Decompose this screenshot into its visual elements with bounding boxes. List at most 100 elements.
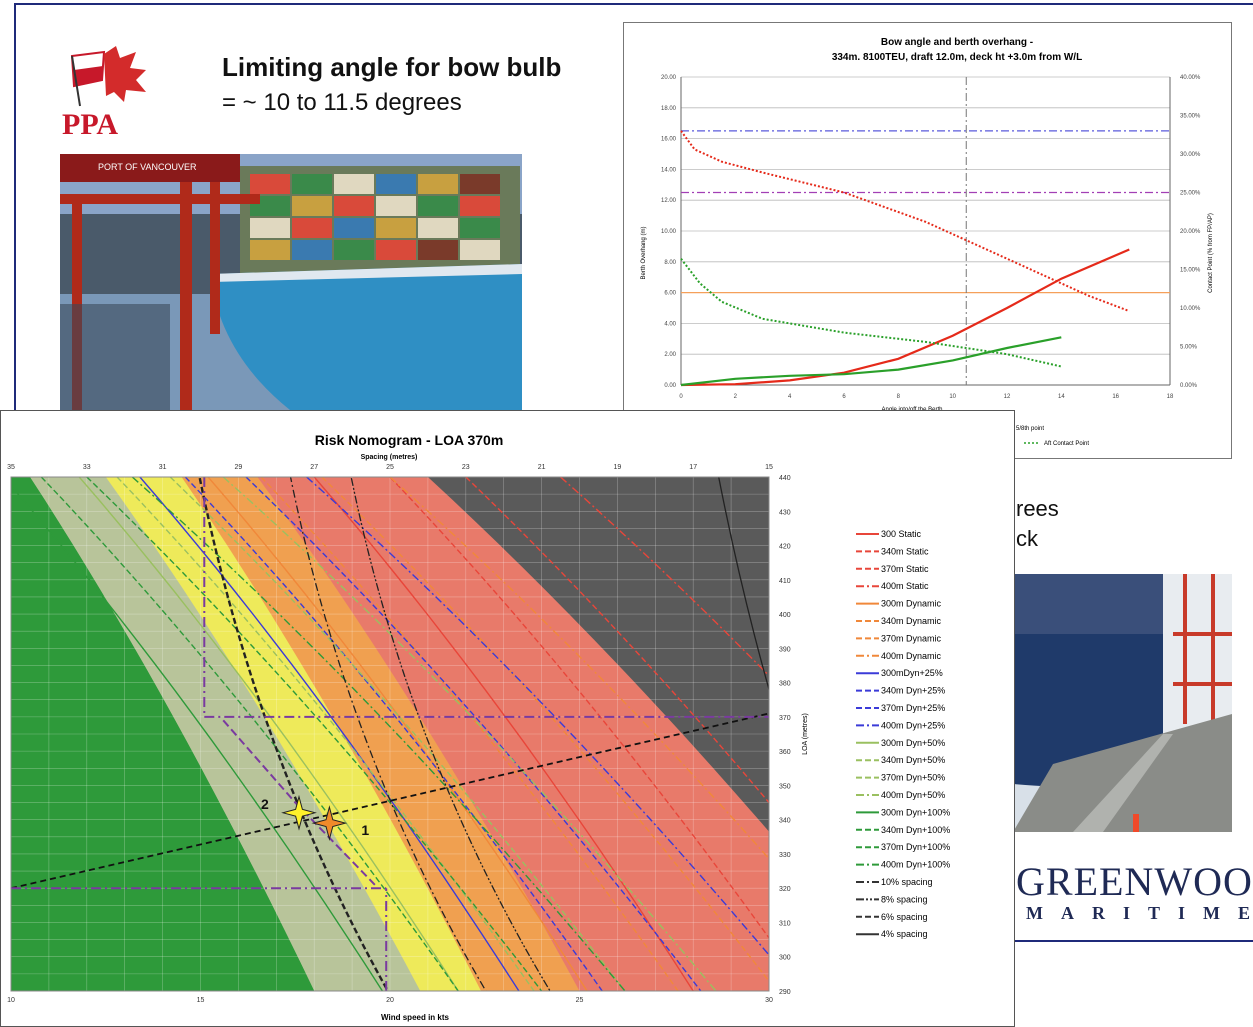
chart2-curve-13: [116, 477, 535, 991]
chart1-ytick: 4.00: [664, 321, 676, 327]
chart1-ytick: 0.00: [664, 383, 676, 389]
chart1-series-3: [680, 258, 1062, 368]
chart2-legend-label: 340m Dyn+25%: [881, 686, 945, 696]
chart2-right-tick: 390: [779, 646, 791, 653]
chart1-xtick: 6: [842, 394, 846, 400]
chart2-right-tick: 300: [779, 955, 791, 962]
chart1-y2tick: 20.00%: [1180, 229, 1201, 235]
chart2-xtick: 25: [576, 997, 584, 1004]
chart2-xtick: 30: [765, 997, 773, 1004]
chart2-legend-label: 400m Dynamic: [881, 651, 942, 661]
chart2-xtick: 20: [386, 997, 394, 1004]
chart2-curve-16: [11, 484, 383, 991]
chart2-legend-label: 340m Dyn+100%: [881, 825, 950, 835]
partial-text-1: rees: [1016, 496, 1059, 521]
chart1-y2tick: 40.00%: [1180, 75, 1201, 81]
chart2-ylabel: LOA (metres): [802, 713, 809, 755]
chart2-right-tick: 410: [779, 578, 791, 585]
chart2-legend-label: 340m Static: [881, 546, 929, 556]
chart1-ytick: 18.00: [661, 106, 677, 112]
chart2-right-tick: 340: [779, 818, 791, 825]
chart2-top-tick: 27: [310, 464, 318, 471]
headline: Limiting angle for bow bulb: [222, 52, 562, 82]
chart1-y2tick: 30.00%: [1180, 152, 1201, 158]
chart2-top-tick: 29: [235, 464, 243, 471]
chart1-xtick: 16: [1112, 394, 1119, 400]
chart1-series-1: [680, 336, 1062, 387]
chart2-curve-11: [306, 477, 769, 957]
chart2-right-tick: 430: [779, 509, 791, 516]
chart1-series-2: [680, 130, 1130, 313]
chart2-legend-label: 340m Dyn+50%: [881, 755, 945, 765]
chart2-right-tick: 350: [779, 783, 791, 790]
chart1-subtitle: 334m. 8100TEU, draft 12.0m, deck ht +3.0…: [832, 52, 1082, 63]
chart2-purple-diagonal: [222, 719, 376, 886]
chart2-curve-0: [313, 477, 694, 991]
chart2-curve-6: [321, 477, 769, 983]
quay: [1013, 714, 1232, 832]
chart1-xtick: 12: [1004, 394, 1011, 400]
chart2-legend-label: 8% spacing: [881, 894, 928, 904]
chart1-title: Bow angle and berth overhang -: [881, 37, 1033, 48]
chart2-right-tick: 440: [779, 475, 791, 482]
chart1-ytick: 2.00: [664, 352, 676, 358]
chart2-right-tick: 420: [779, 544, 791, 551]
chart2-legend-label: 4% spacing: [881, 929, 928, 939]
chart2-top-tick: 31: [159, 464, 167, 471]
chart1-ylabel: Berth Overhang (m): [641, 226, 647, 279]
chart2-legend-label: 400m Dyn+50%: [881, 790, 945, 800]
chart2-curve-14: [169, 477, 626, 991]
chart2-legend-label: 300m Dynamic: [881, 599, 942, 609]
chart2-right-tick: 330: [779, 852, 791, 859]
chart2-curve-12: [78, 477, 459, 991]
chart1-xtick: 2: [734, 394, 738, 400]
chart2-curve-8: [139, 477, 520, 991]
headline-block: Limiting angle for bow bulb = ~ 10 to 11…: [222, 52, 561, 117]
risk-marker-label-1: 1: [361, 822, 369, 838]
chart1-ytick: 10.00: [661, 229, 677, 235]
chart2-legend-label: 300m Dyn+50%: [881, 738, 945, 748]
chart2-right-tick: 310: [779, 920, 791, 927]
container-stack: [250, 174, 500, 260]
chart1-xtick: 0: [679, 394, 683, 400]
partial-text-2: ck: [1016, 526, 1038, 551]
risk-marker-label-2: 2: [261, 796, 269, 812]
chart2-spacing-line-3: [718, 477, 769, 692]
chart2-legend-label: 300m Dyn+100%: [881, 807, 950, 817]
chart2-legend-label: 400m Dyn+100%: [881, 860, 950, 870]
chart2-legend-label: 300 Static: [881, 529, 922, 539]
brand-name: GREENWOOD: [1016, 859, 1253, 904]
chart1-xtick: 18: [1167, 394, 1174, 400]
chart2-right-tick: 290: [779, 989, 791, 996]
chart1-y2tick: 0.00%: [1180, 383, 1198, 389]
bow-angle-chart-panel: Bow angle and berth overhang - 334m. 810…: [623, 22, 1232, 459]
chart2-spacing-line-0: [198, 477, 390, 991]
bow-angle-chart: Bow angle and berth overhang - 334m. 810…: [641, 37, 1214, 447]
ship-hull: [210, 264, 522, 410]
chart2-legend-label: 370m Dyn+50%: [881, 773, 945, 783]
risk-nomogram-chart: Risk Nomogram - LOA 370m Spacing (metres…: [7, 432, 950, 1022]
chart2-legend-label: 340m Dynamic: [881, 616, 942, 626]
chart1-y2tick: 10.00%: [1180, 306, 1201, 312]
subhead: = ~ 10 to 11.5 degrees: [222, 89, 462, 116]
chart2-curve-10: [245, 477, 702, 991]
chart1-ytick: 6.00: [664, 291, 676, 297]
chart2-right-tick: 320: [779, 886, 791, 893]
chart2-title: Risk Nomogram - LOA 370m: [315, 432, 504, 448]
chart2-legend-label: 370m Dyn+100%: [881, 842, 950, 852]
legend-label-aft: Aft Contact Point: [1044, 441, 1089, 447]
chart2-curve-19: [131, 477, 626, 991]
greenwood-logo: GREENWOOD MARITIME: [1016, 858, 1253, 924]
chart2-right-tick: 360: [779, 749, 791, 756]
chart2-legend-label: 6% spacing: [881, 912, 928, 922]
chart1-ytick: 8.00: [664, 260, 676, 266]
chart2-curve-15: [222, 477, 717, 991]
chart2-right-tick: 370: [779, 715, 791, 722]
chart2-legend-label: 370m Dyn+25%: [881, 703, 945, 713]
risk-nomogram-panel: Risk Nomogram - LOA 370m Spacing (metres…: [0, 410, 1015, 1027]
chart2-curve-17: [40, 477, 459, 991]
chart2-curve-18: [86, 477, 543, 991]
chart1-ytick: 14.00: [661, 167, 677, 173]
chart2-legend-label: 400m Dyn+25%: [881, 720, 945, 730]
logo-text: PPA: [62, 108, 118, 140]
